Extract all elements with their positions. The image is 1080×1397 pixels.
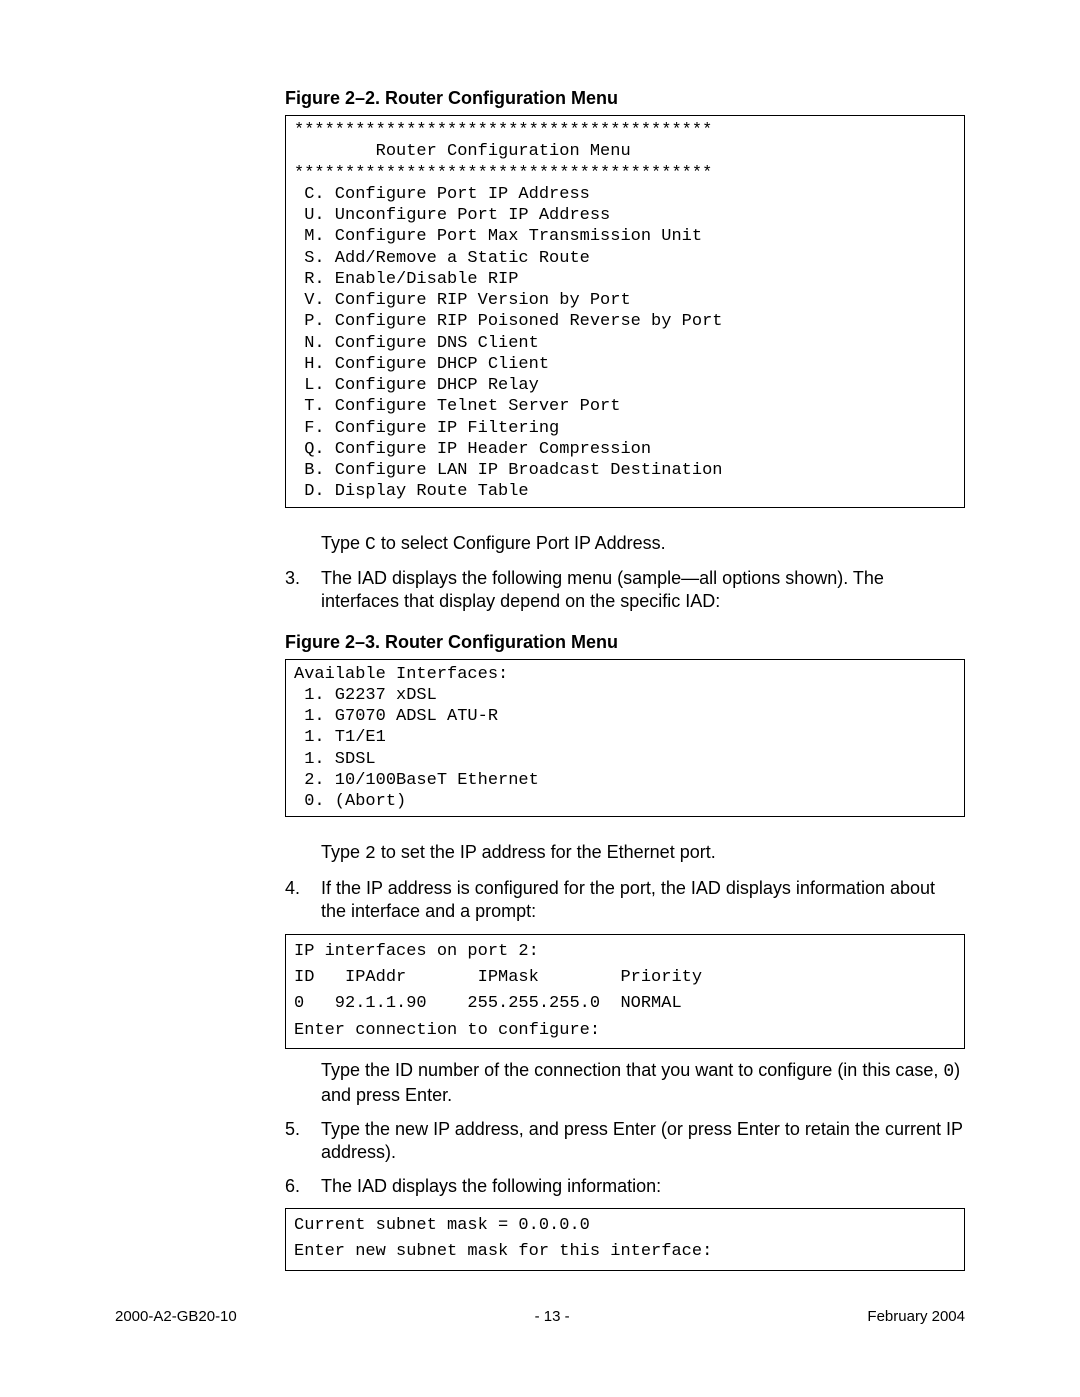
footer-center: - 13 - [535,1308,570,1325]
menu-item: F. Configure IP Filtering [294,419,559,438]
menu-title: Router Configuration Menu [294,142,631,161]
menu-item: R. Enable/Disable RIP [294,270,518,289]
ip-line: ID IPAddr IPMask Priority [294,968,702,987]
code-0: 0 [943,1062,954,1082]
menu-item: T. Configure Telnet Server Port [294,397,620,416]
step-3: 3. The IAD displays the following menu (… [285,567,965,614]
step-2-line: Type C to select Configure Port IP Addre… [321,532,965,557]
ip-interfaces-box: IP interfaces on port 2: ID IPAddr IPMas… [285,934,965,1049]
router-config-menu-box: ****************************************… [285,115,965,508]
step-4: 4. If the IP address is configured for t… [285,877,965,924]
ip-line: 0 92.1.1.90 255.255.255.0 NORMAL [294,994,682,1013]
menu-item: C. Configure Port IP Address [294,185,590,204]
stars-top: ****************************************… [294,121,712,140]
footer-right: February 2004 [867,1308,965,1325]
subnet-line: Enter new subnet mask for this interface… [294,1242,712,1261]
menu-item: Q. Configure IP Header Compression [294,440,651,459]
code-2: 2 [365,844,376,864]
step-6: 6. The IAD displays the following inform… [285,1175,965,1198]
ip-line: Enter connection to configure: [294,1021,600,1040]
iface-item: 1. T1/E1 [294,728,386,747]
ip-line: IP interfaces on port 2: [294,942,539,961]
menu-item: N. Configure DNS Client [294,334,539,353]
menu-item: B. Configure LAN IP Broadcast Destinatio… [294,461,722,480]
step-number: 3. [285,567,300,590]
step-text: The IAD displays the following menu (sam… [321,568,884,611]
stars-bottom: ****************************************… [294,164,712,183]
step-3b-line: Type 2 to set the IP address for the Eth… [321,841,965,866]
menu-item: U. Unconfigure Port IP Address [294,206,610,225]
step-5: 5. Type the new IP address, and press En… [285,1118,965,1165]
step-text: The IAD displays the following informati… [321,1176,661,1196]
figure-2-3-caption: Figure 2–3. Router Configuration Menu [285,632,965,653]
menu-item: P. Configure RIP Poisoned Reverse by Por… [294,312,722,331]
figure-2-2-caption: Figure 2–2. Router Configuration Menu [285,88,965,109]
iface-item: 1. G2237 xDSL [294,686,437,705]
step-text: Type the new IP address, and press Enter… [321,1119,963,1162]
iface-item: 1. SDSL [294,750,376,769]
avail-header: Available Interfaces: [294,665,508,684]
available-interfaces-box: Available Interfaces: 1. G2237 xDSL 1. G… [285,659,965,818]
menu-item: S. Add/Remove a Static Route [294,249,590,268]
page-footer: 2000-A2-GB20-10 - 13 - February 2004 [115,1308,965,1325]
step-4b-line: Type the ID number of the connection tha… [321,1059,965,1108]
code-c: C [365,535,376,555]
step-number: 4. [285,877,300,900]
menu-item: V. Configure RIP Version by Port [294,291,631,310]
step-text: If the IP address is configured for the … [321,878,935,921]
menu-item: D. Display Route Table [294,482,529,501]
page: Figure 2–2. Router Configuration Menu **… [0,0,1080,1397]
menu-item: L. Configure DHCP Relay [294,376,539,395]
menu-item: M. Configure Port Max Transmission Unit [294,227,702,246]
menu-item: H. Configure DHCP Client [294,355,549,374]
iface-item: 1. G7070 ADSL ATU-R [294,707,498,726]
content: Figure 2–2. Router Configuration Menu **… [285,88,965,1271]
step-number: 5. [285,1118,300,1141]
iface-item: 0. (Abort) [294,792,406,811]
footer-left: 2000-A2-GB20-10 [115,1308,237,1325]
subnet-mask-box: Current subnet mask = 0.0.0.0 Enter new … [285,1208,965,1271]
step-number: 6. [285,1175,300,1198]
subnet-line: Current subnet mask = 0.0.0.0 [294,1216,590,1235]
iface-item: 2. 10/100BaseT Ethernet [294,771,539,790]
